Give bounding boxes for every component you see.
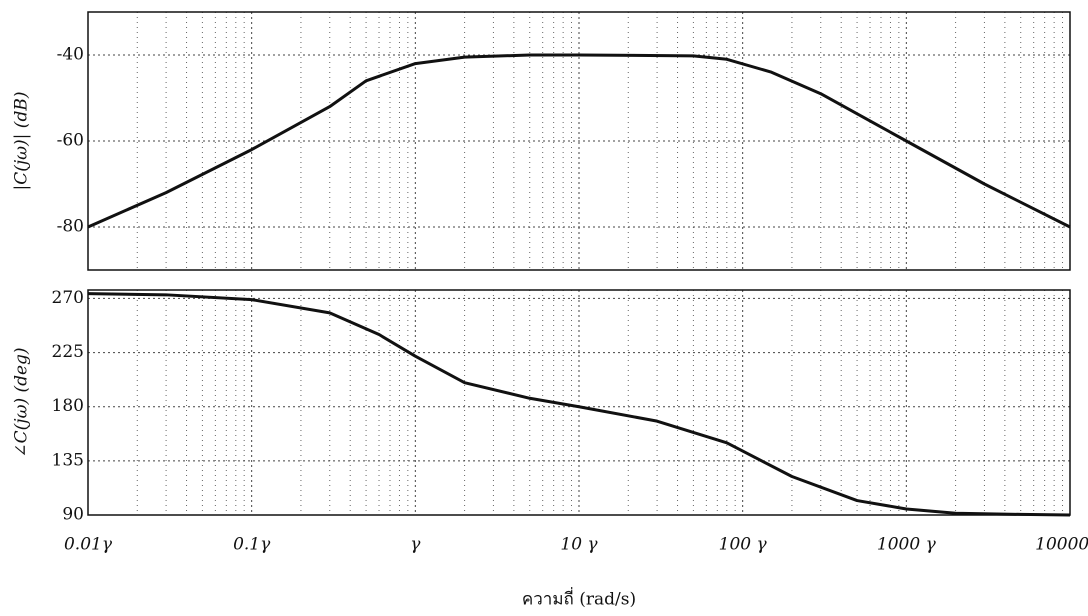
y-tick-label: -60 — [57, 131, 84, 151]
y-tick-label: 225 — [52, 342, 84, 362]
x-tick-label: 10 γ — [560, 535, 598, 555]
line — [87, 292, 1071, 517]
y-tick-label: 180 — [52, 396, 84, 416]
x-tick-label: 100 γ — [719, 535, 768, 555]
x-tick-label: 0.01γ — [64, 535, 113, 555]
y-tick-label: 270 — [52, 288, 84, 308]
x-tick-label: 0.1γ — [233, 535, 271, 555]
x-axis-label: ความถี่ (rad/s) — [522, 587, 636, 610]
y-tick-label: 90 — [62, 505, 84, 525]
x-tick-label: 10000 γ — [1035, 535, 1088, 555]
y-tick-label: -80 — [57, 217, 84, 237]
plot-frame — [87, 289, 1071, 516]
y-tick-label: 135 — [52, 450, 84, 470]
plot-frame — [87, 11, 1071, 271]
y-tick-label: -40 — [57, 45, 84, 65]
x-tick-label: 1000 γ — [877, 535, 937, 555]
x-tick-label: γ — [410, 535, 421, 555]
line — [87, 53, 1071, 229]
y-axis-label: |C(jω)| (dB) — [12, 92, 32, 191]
y-axis-label: ∠C(jω) (deg) — [12, 347, 32, 457]
